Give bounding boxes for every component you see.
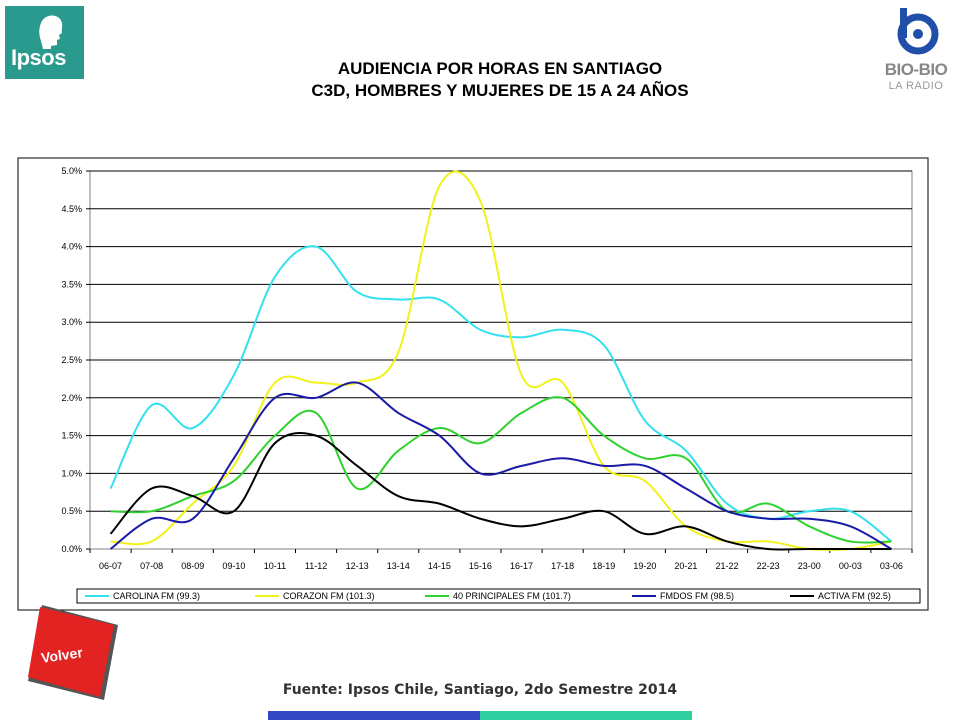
x-tick-label: 15-16 bbox=[469, 561, 492, 571]
y-tick-label: 0.5% bbox=[61, 506, 82, 516]
y-tick-label: 3.5% bbox=[61, 279, 82, 289]
ipsos-logo-text: Ipsos bbox=[11, 45, 66, 70]
ipsos-logo: Ipsos bbox=[5, 6, 84, 79]
volver-shape-icon bbox=[28, 605, 118, 700]
x-tick-label: 21-22 bbox=[716, 561, 739, 571]
x-tick-label: 00-03 bbox=[839, 561, 862, 571]
x-tick-label: 07-08 bbox=[140, 561, 163, 571]
legend-box bbox=[76, 588, 921, 604]
biobio-icon bbox=[897, 8, 939, 55]
chart-frame bbox=[17, 157, 929, 611]
y-tick-label: 1.5% bbox=[61, 431, 82, 441]
x-tick-label: 12-13 bbox=[346, 561, 369, 571]
y-tick-label: 2.0% bbox=[61, 393, 82, 403]
legend-label: ACTIVA FM (92.5) bbox=[818, 591, 891, 601]
x-tick-label: 10-11 bbox=[264, 561, 286, 571]
biobio-logo: BIO-BIO LA RADIO bbox=[880, 6, 952, 98]
legend-label: 40 PRINCIPALES FM (101.7) bbox=[453, 591, 571, 601]
x-tick-label: 13-14 bbox=[387, 561, 410, 571]
biobio-logo-text: BIO-BIO bbox=[884, 60, 948, 79]
series-line-5 bbox=[109, 432, 892, 551]
x-tick-label: 19-20 bbox=[633, 561, 656, 571]
x-tick-label: 20-21 bbox=[674, 561, 697, 571]
x-tick-label: 17-18 bbox=[551, 561, 574, 571]
x-tick-label: 03-06 bbox=[880, 561, 903, 571]
source-note: Fuente: Ipsos Chile, Santiago, 2do Semes… bbox=[282, 682, 678, 698]
legend-label: CORAZON FM (101.3) bbox=[283, 591, 375, 601]
footer-bar-teal bbox=[480, 711, 692, 720]
x-tick-label: 22-23 bbox=[757, 561, 780, 571]
chart-title-line1: AUDIENCIA POR HORAS EN SANTIAGO bbox=[337, 59, 663, 78]
y-tick-label: 1.0% bbox=[61, 468, 82, 478]
x-tick-label: 16-17 bbox=[510, 561, 533, 571]
x-tick-label: 08-09 bbox=[181, 561, 204, 571]
footer-bar-blue bbox=[268, 711, 480, 720]
biobio-logo-subtext: LA RADIO bbox=[888, 80, 944, 92]
ipsos-head-icon bbox=[39, 15, 63, 49]
y-tick-label: 2.5% bbox=[61, 355, 82, 365]
x-tick-label: 18-19 bbox=[592, 561, 615, 571]
series-line-3 bbox=[110, 396, 892, 544]
x-tick-label: 14-15 bbox=[428, 561, 451, 571]
x-tick-label: 06-07 bbox=[99, 561, 122, 571]
x-tick-label: 23-00 bbox=[798, 561, 821, 571]
y-tick-label: 4.0% bbox=[61, 242, 82, 252]
y-tick-label: 3.0% bbox=[61, 317, 82, 327]
y-tick-label: 5.0% bbox=[61, 166, 82, 176]
legend-label: CAROLINA FM (99.3) bbox=[113, 591, 200, 601]
series-line-4 bbox=[109, 381, 892, 550]
legend-label: FMDOS FM (98.5) bbox=[660, 591, 734, 601]
chart-title: AUDIENCIA POR HORAS EN SANTIAGO C3D, HOM… bbox=[200, 58, 800, 102]
chart-title-line2: C3D, HOMBRES Y MUJERES DE 15 A 24 AÑOS bbox=[311, 81, 689, 100]
y-tick-label: 0.0% bbox=[61, 544, 82, 554]
x-tick-label: 11-12 bbox=[305, 561, 327, 571]
y-tick-label: 4.5% bbox=[61, 204, 82, 214]
x-tick-label: 09-10 bbox=[222, 561, 245, 571]
volver-button[interactable]: Volver bbox=[28, 605, 118, 700]
